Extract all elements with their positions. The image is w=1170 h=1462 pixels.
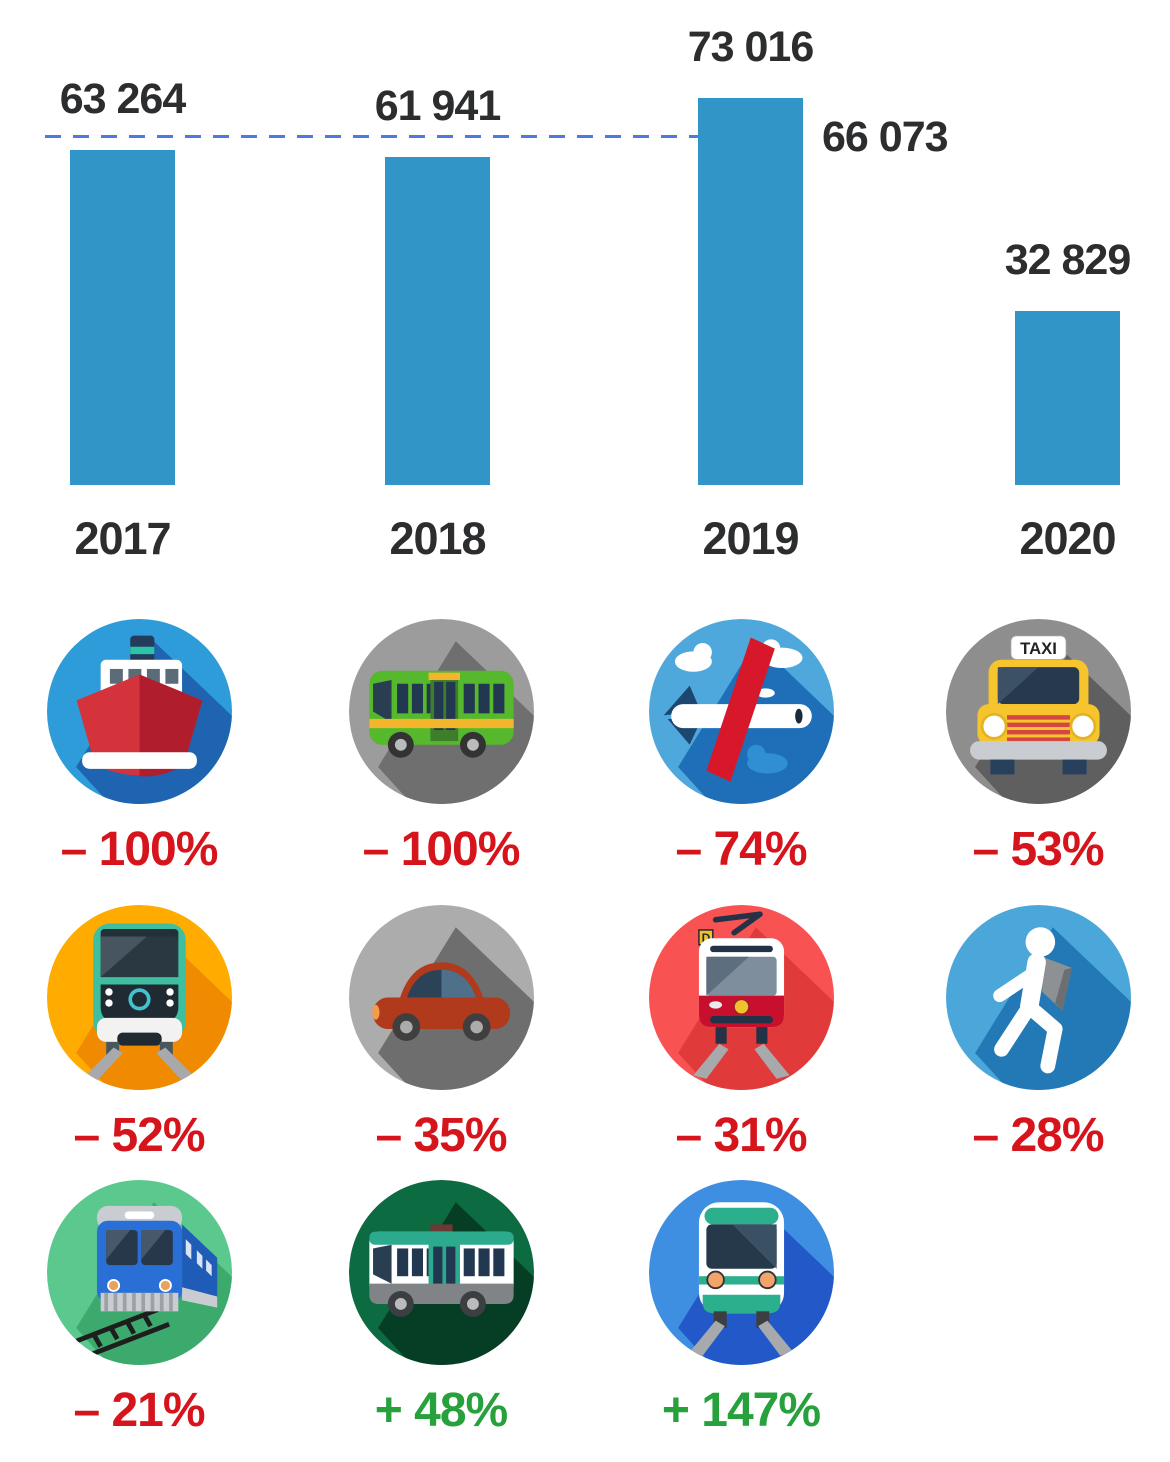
taxi-circle: TAXI: [946, 619, 1131, 804]
car-icon: [349, 905, 534, 1090]
train-circle: [47, 1180, 232, 1365]
mode-tile-taxi: TAXI – 53%: [913, 619, 1163, 877]
bar-group-2020: 32 829 2020: [1015, 0, 1120, 485]
bus-icon: [349, 619, 534, 804]
bus-circle: [349, 619, 534, 804]
reference-label: 66 073: [822, 113, 948, 162]
boat-icon: [47, 619, 232, 804]
rer-circle: [649, 1180, 834, 1365]
mode-tile-boat: – 100%: [14, 619, 264, 877]
change-label: – 21%: [73, 1383, 204, 1438]
mode-tile-rer: + 147%: [616, 1180, 866, 1438]
change-label: + 48%: [375, 1383, 507, 1438]
bar-chart: 66 073 63 264 2017 61 941 2018 73 016 20…: [0, 0, 1170, 585]
bar-2020: [1015, 311, 1120, 485]
city-bus-icon: [349, 1180, 534, 1365]
bar-group-2018: 61 941 2018: [385, 0, 490, 485]
year-label-2020: 2020: [1019, 513, 1115, 565]
infographic: 66 073 63 264 2017 61 941 2018 73 016 20…: [0, 0, 1170, 1462]
taxi-sign-text: TAXI: [1020, 639, 1057, 658]
tram-icon: D: [649, 905, 834, 1090]
bar-group-2019: 73 016 2019: [698, 0, 803, 485]
bar-value-2018: 61 941: [375, 82, 501, 131]
mode-tile-bus: – 100%: [316, 619, 566, 877]
rer-icon: [649, 1180, 834, 1365]
plane-icon: [649, 619, 834, 804]
mode-tile-metro: – 52%: [14, 905, 264, 1163]
mode-tile-car: – 35%: [316, 905, 566, 1163]
change-label: + 147%: [662, 1383, 820, 1438]
change-label: – 100%: [363, 822, 520, 877]
car-circle: [349, 905, 534, 1090]
metro-icon: [47, 905, 232, 1090]
boat-circle: [47, 619, 232, 804]
bar-value-2017: 63 264: [60, 75, 186, 124]
bar-2018: [385, 157, 490, 485]
change-label: – 53%: [972, 822, 1103, 877]
mode-tile-train: – 21%: [14, 1180, 264, 1438]
pedestrian-icon: [946, 905, 1131, 1090]
mode-tile-city-bus: + 48%: [316, 1180, 566, 1438]
change-label: – 100%: [61, 822, 218, 877]
plane-circle: [649, 619, 834, 804]
year-label-2018: 2018: [389, 513, 485, 565]
year-label-2017: 2017: [74, 513, 170, 565]
change-label: – 35%: [375, 1108, 506, 1163]
bar-value-2020: 32 829: [1005, 236, 1131, 285]
tram-circle: D: [649, 905, 834, 1090]
bar-group-2017: 63 264 2017: [70, 0, 175, 485]
change-label: – 52%: [73, 1108, 204, 1163]
taxi-icon: TAXI: [946, 619, 1131, 804]
train-icon: [47, 1180, 232, 1365]
mode-tile-tram: D – 31%: [616, 905, 866, 1163]
mode-tile-pedestrian: – 28%: [913, 905, 1163, 1163]
mode-tile-plane: – 74%: [616, 619, 866, 877]
pedestrian-circle: [946, 905, 1131, 1090]
change-label: – 74%: [675, 822, 806, 877]
change-label: – 28%: [972, 1108, 1103, 1163]
city-bus-circle: [349, 1180, 534, 1365]
metro-circle: [47, 905, 232, 1090]
year-label-2019: 2019: [702, 513, 798, 565]
bar-value-2019: 73 016: [688, 23, 814, 72]
bar-2019: [698, 98, 803, 485]
change-label: – 31%: [675, 1108, 806, 1163]
bar-2017: [70, 150, 175, 485]
